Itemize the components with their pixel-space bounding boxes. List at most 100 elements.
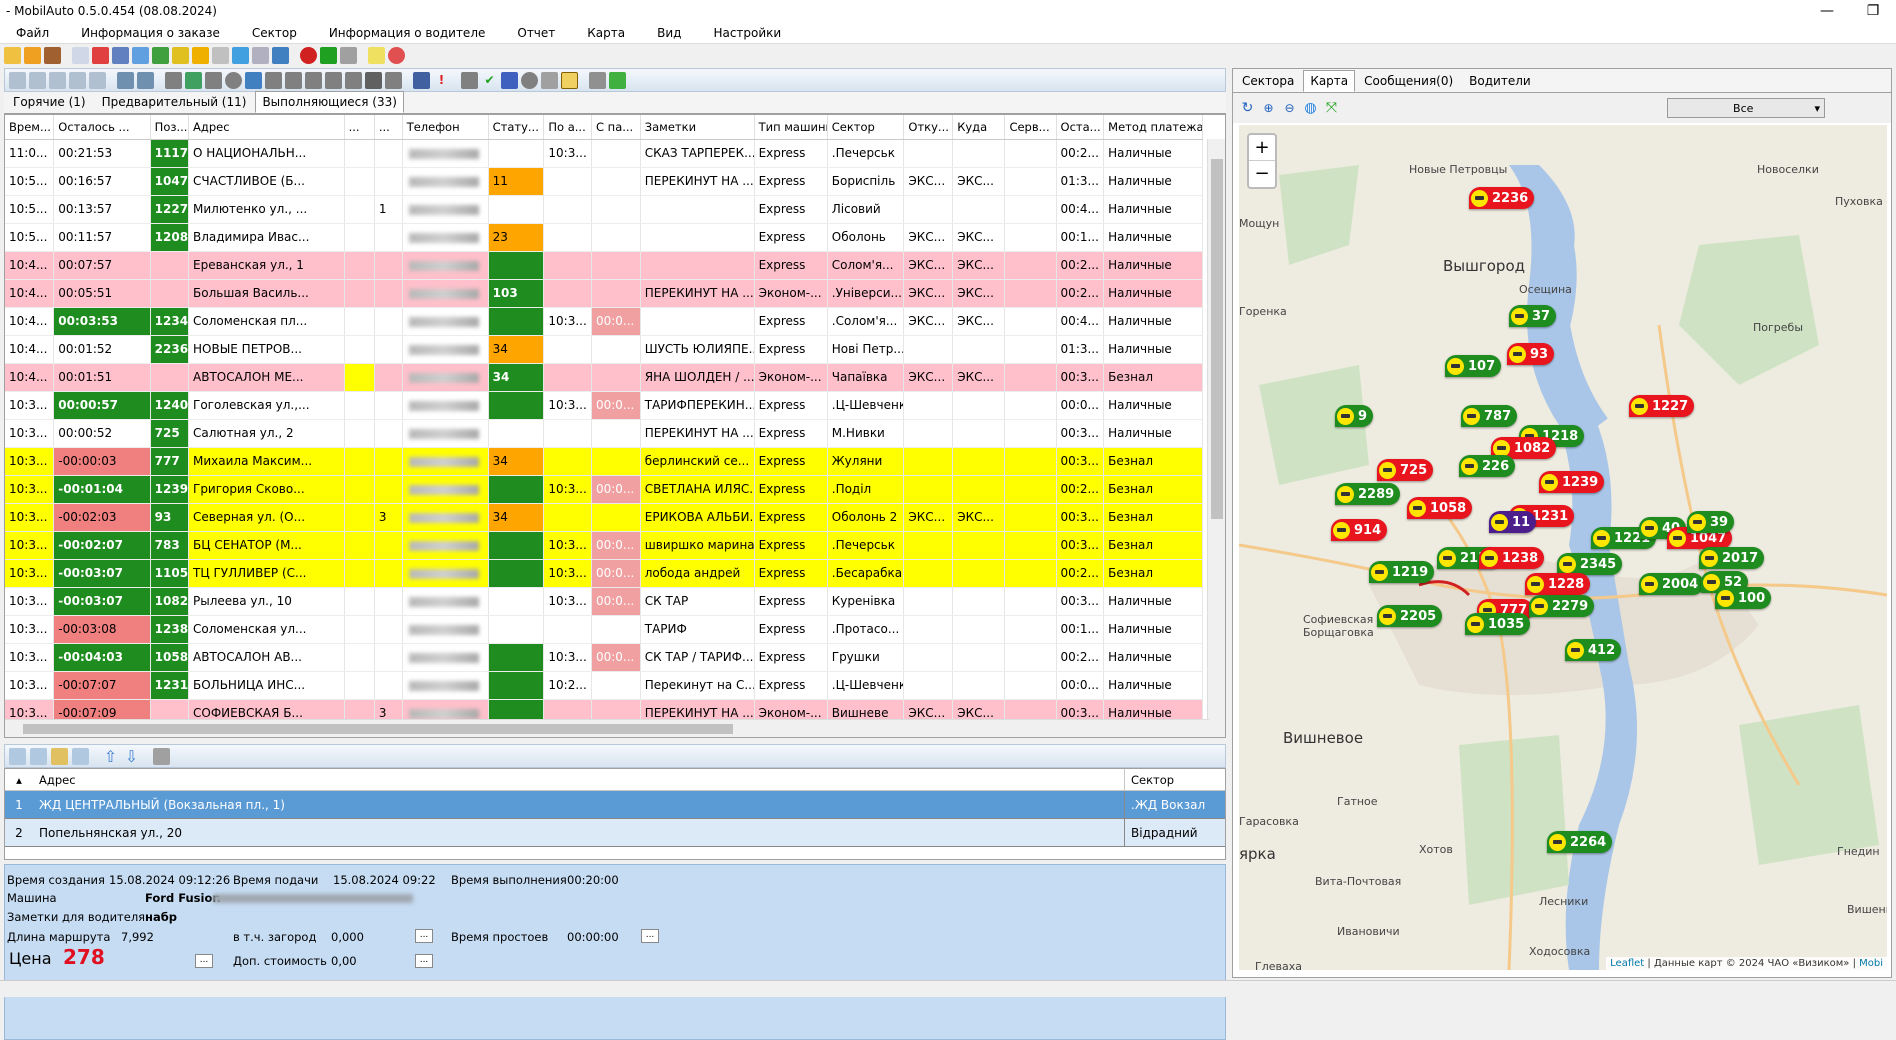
- zoom-out-button[interactable]: −: [1254, 163, 1270, 184]
- exclamation-icon[interactable]: !: [438, 73, 445, 87]
- map-canvas[interactable]: + − Новые Петровцы Новоселки Пуховка Мощун В…: [1239, 125, 1887, 970]
- route-col-sector[interactable]: Сектор: [1131, 772, 1175, 787]
- excel-icon[interactable]: [609, 71, 626, 89]
- driver-marker[interactable]: 11: [1489, 511, 1537, 533]
- arrow-up-icon[interactable]: ⇧: [103, 746, 118, 766]
- globe-icon[interactable]: ◍: [1304, 100, 1317, 116]
- column-header[interactable]: Заметки: [640, 115, 755, 140]
- driver-marker[interactable]: 1228: [1525, 573, 1591, 595]
- fit-bounds-icon[interactable]: ⤧: [1325, 100, 1338, 116]
- table-row[interactable]: 10:4... 00:03:53 1234 Соломенская пл... 10:3…: [5, 307, 1203, 336]
- menu-item[interactable]: Сектор: [251, 25, 297, 40]
- table-row[interactable]: 10:3... -00:02:07 783 БЦ СЕНАТОР (М... 10:3.…: [5, 531, 1203, 560]
- column-header[interactable]: С па...: [591, 115, 641, 140]
- driver-marker[interactable]: 2264: [1547, 831, 1613, 853]
- column-header[interactable]: Телефон: [402, 115, 489, 140]
- undo-icon[interactable]: [245, 71, 262, 89]
- table-row[interactable]: 10:5... 00:16:57 1047 СЧАСТЛИВОЕ (Б... 11 ПЕР…: [5, 167, 1203, 196]
- coin-icon[interactable]: [192, 46, 209, 64]
- table-row[interactable]: 10:3... -00:03:07 1105 ТЦ ГУЛЛИВЕР (С... 10:…: [5, 559, 1203, 588]
- driver-marker[interactable]: 1082: [1491, 437, 1557, 459]
- table-row[interactable]: 10:3... 00:00:57 1240 Гоголевская ул.,... 10…: [5, 391, 1203, 420]
- table-row[interactable]: 10:3... -00:02:03 93 Северная ул. (О... 3 34 Е…: [5, 503, 1203, 532]
- table-row[interactable]: 10:5... 00:11:57 1208 Владимира Ивас... 23 Ex…: [5, 223, 1203, 252]
- gear-icon[interactable]: [205, 71, 222, 89]
- globe-icon[interactable]: [232, 46, 249, 64]
- orders-hscroll[interactable]: [5, 719, 1209, 737]
- table-row[interactable]: 11:0... 00:21:53 1117 О НАЦИОНАЛЬН... 10:3..…: [5, 139, 1203, 168]
- new-order-icon[interactable]: [9, 71, 26, 89]
- refresh-icon[interactable]: [185, 71, 202, 89]
- document-icon[interactable]: [72, 46, 89, 64]
- column-header[interactable]: Адрес: [188, 115, 345, 140]
- driver-marker[interactable]: 37: [1509, 305, 1557, 327]
- person-blue-icon[interactable]: [112, 46, 129, 64]
- driver-marker[interactable]: 39: [1687, 511, 1735, 533]
- circle-icon[interactable]: [225, 71, 242, 89]
- route-row[interactable]: 1 ЖД ЦЕНТРАЛЬНЫЙ (Вокзальная пл., 1) .ЖД…: [5, 791, 1225, 819]
- copy-order-icon[interactable]: [49, 71, 66, 89]
- zoom-out-icon[interactable]: ⊖: [1284, 101, 1295, 115]
- insert-point-icon[interactable]: [30, 747, 47, 765]
- driver-marker[interactable]: 107: [1445, 355, 1502, 377]
- mobi-link[interactable]: Mobi: [1859, 958, 1883, 969]
- menu-item[interactable]: Информация о заказе: [81, 25, 220, 40]
- driver-marker[interactable]: 2279: [1529, 595, 1595, 617]
- tag-icon[interactable]: [325, 71, 342, 89]
- person-red-icon[interactable]: [92, 46, 109, 64]
- stack-icon[interactable]: [265, 71, 282, 89]
- orders-vscroll[interactable]: [1207, 139, 1225, 737]
- table-row[interactable]: 10:3... -00:03:08 1238 Соломенская ул... ТАР…: [5, 615, 1203, 644]
- notes-icon[interactable]: [368, 46, 385, 64]
- user-icon[interactable]: [4, 46, 21, 64]
- right-tab[interactable]: Водители: [1469, 74, 1531, 88]
- puzzle-icon[interactable]: [152, 46, 169, 64]
- route-col-address[interactable]: Адрес: [33, 769, 1125, 790]
- driver-marker[interactable]: 2004: [1639, 573, 1705, 595]
- right-tab[interactable]: Карта: [1303, 70, 1356, 92]
- arrow-right-icon[interactable]: [365, 71, 382, 89]
- order-tab[interactable]: Горячие (1): [13, 95, 86, 109]
- column-header[interactable]: Куда: [952, 115, 1006, 140]
- menu-item[interactable]: Карта: [587, 25, 626, 40]
- menu-item[interactable]: Отчет: [517, 25, 556, 40]
- tools-icon[interactable]: [340, 46, 357, 64]
- column-header[interactable]: Тип машины: [754, 115, 828, 140]
- edit-point-icon[interactable]: [51, 747, 68, 765]
- cancel-icon[interactable]: [345, 71, 362, 89]
- outcity-button[interactable]: ...: [415, 929, 433, 943]
- driver-marker[interactable]: 787: [1461, 405, 1518, 427]
- printer-icon[interactable]: [252, 46, 269, 64]
- driver-marker[interactable]: 1058: [1407, 497, 1473, 519]
- car-icon[interactable]: [541, 71, 558, 89]
- refresh-icon[interactable]: ↻: [1241, 100, 1254, 116]
- driver-marker[interactable]: 412: [1565, 639, 1622, 661]
- column-header[interactable]: Метод платежа: [1103, 115, 1203, 140]
- table-row[interactable]: 10:4... 00:07:57 Ереванская ул., 1 Express С…: [5, 251, 1203, 280]
- mail-icon[interactable]: [212, 46, 229, 64]
- order-tab[interactable]: Выполняющиеся (33): [255, 91, 404, 113]
- column-header[interactable]: ...: [344, 115, 375, 140]
- clock-icon[interactable]: [521, 71, 538, 89]
- box-icon[interactable]: [305, 71, 322, 89]
- table-row[interactable]: 10:5... 00:13:57 1227 Милютенко ул., ... 1 Ex…: [5, 195, 1203, 224]
- table-row[interactable]: 10:3... -00:07:07 1231 БОЛЬНИЦА ИНС... 10:2.…: [5, 671, 1203, 700]
- chart-pie-icon[interactable]: [388, 46, 405, 64]
- driver-marker[interactable]: 2345: [1557, 553, 1623, 575]
- warning-icon[interactable]: [172, 46, 189, 64]
- column-header[interactable]: По а...: [543, 115, 592, 140]
- picture-icon[interactable]: [132, 46, 149, 64]
- maximize-button[interactable]: ❐: [1866, 3, 1880, 19]
- stop-icon[interactable]: [300, 46, 317, 64]
- edit-order-icon[interactable]: [29, 71, 46, 89]
- vscroll-thumb[interactable]: [1211, 159, 1223, 519]
- print-order-icon[interactable]: [89, 71, 106, 89]
- table-row[interactable]: 10:3... -00:00:03 777 Михаила Максим... 34 бе…: [5, 447, 1203, 476]
- right-tab[interactable]: Сектора: [1242, 74, 1295, 88]
- driver-marker[interactable]: 226: [1459, 455, 1516, 477]
- driver-marker[interactable]: 914: [1331, 519, 1388, 541]
- driver-marker[interactable]: 1219: [1369, 561, 1435, 583]
- column-header[interactable]: Сектор: [827, 115, 905, 140]
- arrow-down-icon[interactable]: ⇩: [124, 746, 139, 766]
- right-tab[interactable]: Сообщения(0): [1364, 74, 1454, 88]
